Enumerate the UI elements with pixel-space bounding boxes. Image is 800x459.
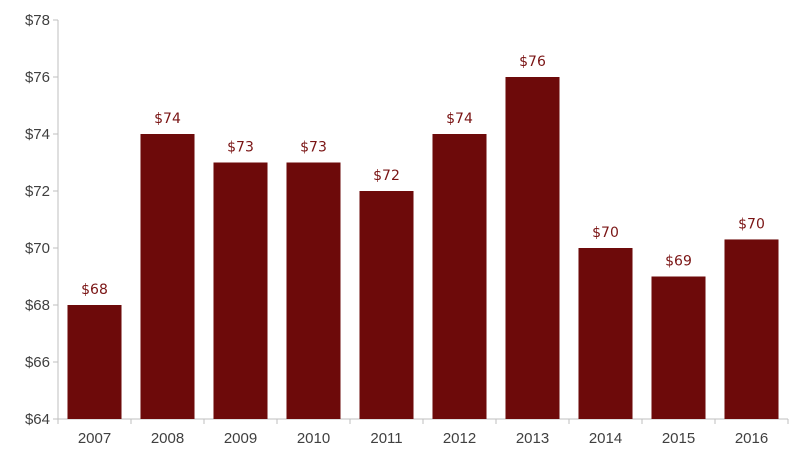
x-tick-label-2008: 2008 bbox=[151, 430, 184, 447]
data-label-2009: $73 bbox=[227, 140, 254, 156]
y-axis: $64 $66 $68 $70 $72 $74 $76 $78 bbox=[25, 12, 59, 428]
x-tick-label-2013: 2013 bbox=[516, 430, 549, 447]
x-tick-label-2011: 2011 bbox=[370, 430, 402, 447]
x-tick-label-2009: 2009 bbox=[224, 430, 257, 447]
bar-2007 bbox=[67, 305, 122, 419]
x-axis: 2007 2008 2009 2010 2011 2012 2013 2014 2015 2016 bbox=[57, 418, 789, 447]
y-tick-label: $64 bbox=[25, 411, 50, 428]
data-label-2013: $76 bbox=[519, 54, 546, 70]
y-tick-label: $72 bbox=[25, 183, 50, 200]
x-tick-label-2010: 2010 bbox=[297, 430, 330, 447]
data-labels-group: $68 $74 $73 $73 $72 $74 $76 $70 $69 $70 bbox=[81, 54, 765, 298]
data-label-2008: $74 bbox=[154, 111, 181, 127]
x-tick-label-2012: 2012 bbox=[443, 430, 476, 447]
x-tick-label-2016: 2016 bbox=[735, 430, 768, 447]
x-tick-label-2014: 2014 bbox=[589, 430, 622, 447]
bar-2015 bbox=[651, 276, 706, 419]
bar-2009 bbox=[213, 162, 268, 419]
data-label-2014: $70 bbox=[592, 225, 619, 241]
data-label-2015: $69 bbox=[665, 254, 692, 270]
bar-2011 bbox=[359, 191, 414, 419]
data-label-2012: $74 bbox=[446, 111, 473, 127]
y-tick-label: $68 bbox=[25, 297, 50, 314]
data-label-2011: $72 bbox=[373, 168, 400, 184]
bar-2012 bbox=[432, 134, 487, 419]
y-tick-label: $76 bbox=[25, 69, 50, 86]
x-tick-label-2007: 2007 bbox=[78, 430, 111, 447]
bar-2008 bbox=[140, 134, 195, 419]
y-tick-label: $66 bbox=[25, 354, 50, 371]
bars-group bbox=[67, 77, 779, 419]
x-tick-label-2015: 2015 bbox=[662, 430, 695, 447]
bar-2010 bbox=[286, 162, 341, 419]
data-label-2007: $68 bbox=[81, 282, 108, 298]
y-tick-label: $70 bbox=[25, 240, 50, 257]
y-tick-label: $78 bbox=[25, 12, 50, 29]
bar-2013 bbox=[505, 77, 560, 419]
y-tick-label: $74 bbox=[25, 126, 50, 143]
data-label-2016: $70 bbox=[738, 216, 765, 232]
data-label-2010: $73 bbox=[300, 140, 327, 156]
bar-2016 bbox=[724, 239, 779, 419]
bar-2014 bbox=[578, 248, 633, 419]
